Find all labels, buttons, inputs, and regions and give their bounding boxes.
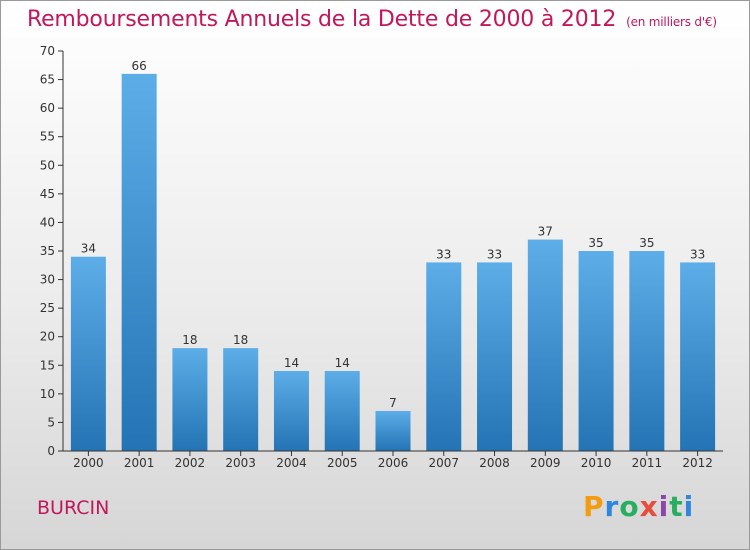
data-label: 37 [538, 225, 553, 239]
x-tick-label: 2001 [124, 456, 155, 470]
y-tick-label: 0 [47, 444, 55, 458]
bar-2007 [426, 262, 462, 451]
data-label: 33 [690, 247, 705, 261]
bars-group [70, 73, 716, 451]
logo-letter: t [669, 490, 684, 523]
chart-subtitle: (en milliers d'€) [626, 15, 717, 29]
y-tick-label: 5 [47, 415, 55, 429]
commune-name: BURCIN [37, 497, 110, 519]
data-label: 7 [389, 396, 397, 410]
x-tick-label: 2006 [378, 456, 409, 470]
y-tick-label: 20 [40, 330, 55, 344]
bar-2003 [223, 348, 259, 451]
x-tick-label: 2008 [479, 456, 510, 470]
x-tick-label: 2011 [632, 456, 663, 470]
x-tick-label: 2010 [581, 456, 612, 470]
x-tick-label: 2004 [276, 456, 307, 470]
y-tick-label: 45 [40, 187, 55, 201]
bar-2002 [172, 348, 208, 451]
logo-letter: o [619, 490, 640, 523]
bar-2000 [70, 256, 106, 451]
bar-2001 [121, 73, 157, 451]
data-label: 14 [335, 356, 350, 370]
x-tick-label: 2000 [73, 456, 104, 470]
x-tick-label: 2005 [327, 456, 358, 470]
y-tick-label: 60 [40, 101, 55, 115]
y-tick-label: 25 [40, 301, 55, 315]
data-label: 66 [132, 59, 147, 73]
chart-title: Remboursements Annuels de la Dette de 20… [27, 7, 717, 32]
y-tick-label: 65 [40, 73, 55, 87]
bar-2004 [273, 371, 309, 451]
logo-letter: i [658, 490, 670, 523]
x-tick-label: 2002 [175, 456, 206, 470]
bar-2012 [680, 262, 716, 451]
bar-2010 [578, 251, 614, 451]
bar-2008 [477, 262, 513, 451]
y-tick-label: 30 [40, 273, 55, 287]
data-label: 34 [81, 242, 96, 256]
bar-2005 [324, 371, 360, 451]
logo-letter: i [683, 490, 695, 523]
labels-group: 0 5 10 15 20 25 30 35 40 45 50 55 60 65 70 2000 34 2001 66… [40, 44, 713, 470]
y-tick-label: 55 [40, 130, 55, 144]
y-tick-label: 15 [40, 358, 55, 372]
y-tick-label: 70 [40, 44, 55, 58]
logo-letter: P [583, 490, 605, 523]
x-tick-label: 2003 [225, 456, 256, 470]
axes-group [58, 50, 723, 456]
logo-letter: r [604, 490, 620, 523]
y-tick-label: 40 [40, 215, 55, 229]
data-label: 14 [284, 356, 299, 370]
data-label: 33 [487, 247, 502, 261]
chart-title-text: Remboursements Annuels de la Dette de 20… [27, 7, 617, 32]
x-tick-label: 2012 [682, 456, 713, 470]
bar-2009 [527, 239, 563, 451]
data-label: 18 [182, 333, 197, 347]
bar-2006 [375, 411, 411, 451]
y-tick-label: 50 [40, 158, 55, 172]
data-label: 35 [588, 236, 603, 250]
y-tick-label: 10 [40, 387, 55, 401]
data-label: 33 [436, 247, 451, 261]
x-tick-label: 2009 [530, 456, 561, 470]
bar-2011 [629, 251, 665, 451]
y-tick-label: 35 [40, 244, 55, 258]
proxiti-logo: Proxiti [583, 490, 694, 523]
data-label: 18 [233, 333, 248, 347]
logo-letter: x [639, 490, 659, 523]
x-tick-label: 2007 [428, 456, 459, 470]
data-label: 35 [639, 236, 654, 250]
